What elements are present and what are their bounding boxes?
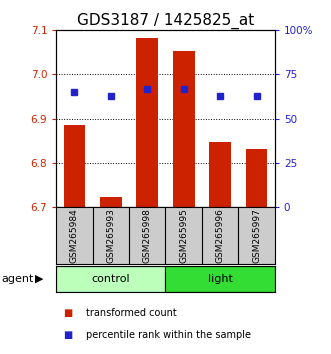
Text: GSM265997: GSM265997 [252, 208, 261, 263]
Bar [136, 38, 158, 207]
Text: GSM265998: GSM265998 [143, 208, 152, 263]
Text: GDS3187 / 1425825_at: GDS3187 / 1425825_at [77, 12, 254, 29]
Text: light: light [208, 274, 233, 284]
Text: ▶: ▶ [35, 274, 43, 284]
Text: control: control [92, 274, 130, 284]
Text: percentile rank within the sample: percentile rank within the sample [86, 330, 251, 339]
Bar [166, 266, 275, 292]
Text: GSM265995: GSM265995 [179, 208, 188, 263]
Text: GSM265993: GSM265993 [106, 208, 116, 263]
Text: ■: ■ [63, 330, 72, 339]
Bar [64, 125, 85, 207]
Text: GSM265996: GSM265996 [215, 208, 225, 263]
Text: GSM265984: GSM265984 [70, 208, 79, 263]
Text: ■: ■ [63, 308, 72, 318]
Text: agent: agent [2, 274, 34, 284]
Bar [100, 198, 122, 207]
Bar [246, 149, 267, 207]
Bar [56, 266, 166, 292]
Text: transformed count: transformed count [86, 308, 177, 318]
Bar [173, 51, 195, 207]
Bar [209, 142, 231, 207]
